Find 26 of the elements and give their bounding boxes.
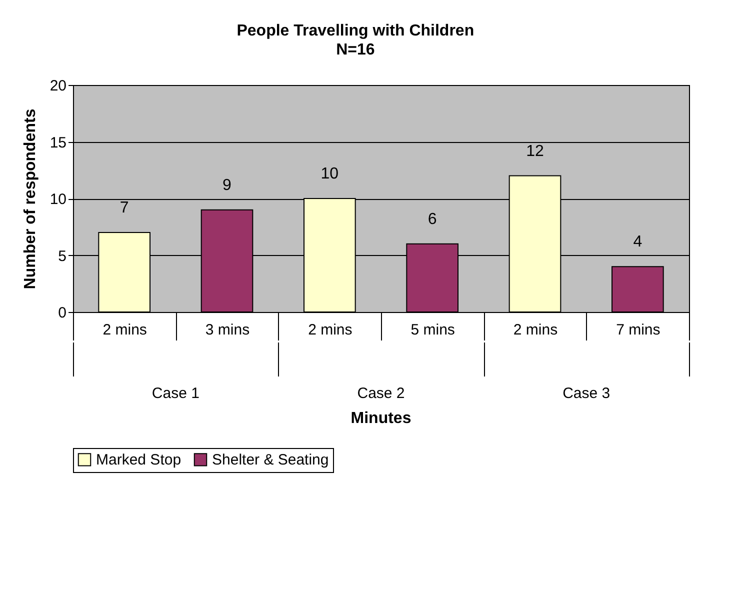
chart-subtitle: N=16: [336, 42, 375, 58]
text: Case 1: [152, 385, 200, 402]
data-label: 10: [320, 166, 339, 182]
x-tick-label: 5 mins: [410, 322, 455, 338]
x-axis-title: Minutes: [350, 410, 412, 427]
y-axis-title: Number of respondents: [22, 108, 39, 290]
x-tick-label: 7 mins: [616, 322, 660, 338]
x-tick-label: 2 mins: [513, 322, 558, 338]
y-tick-label: 10: [50, 191, 66, 208]
x-tick-label: 2 mins: [102, 322, 147, 338]
chart-title: People Travelling with Children: [236, 22, 474, 40]
text: Case 3: [562, 385, 610, 402]
data-label: 4: [633, 234, 642, 251]
y-tick-label: 15: [50, 134, 66, 152]
y-tick-label: 20: [50, 78, 66, 94]
y-tick-label: 5: [58, 248, 66, 265]
data-label: 6: [428, 210, 437, 228]
x-tick-label: 3 mins: [205, 322, 250, 338]
legend-label: Marked Stop: [96, 452, 182, 469]
data-label: 9: [222, 176, 232, 194]
data-label: 7: [120, 200, 129, 217]
x-tick-label: 2 mins: [308, 322, 352, 338]
text: Case 2: [357, 385, 405, 402]
y-tick-label: 0: [58, 304, 66, 322]
legend-label: Shelter & Seating: [212, 452, 329, 469]
data-label: 12: [526, 142, 544, 160]
